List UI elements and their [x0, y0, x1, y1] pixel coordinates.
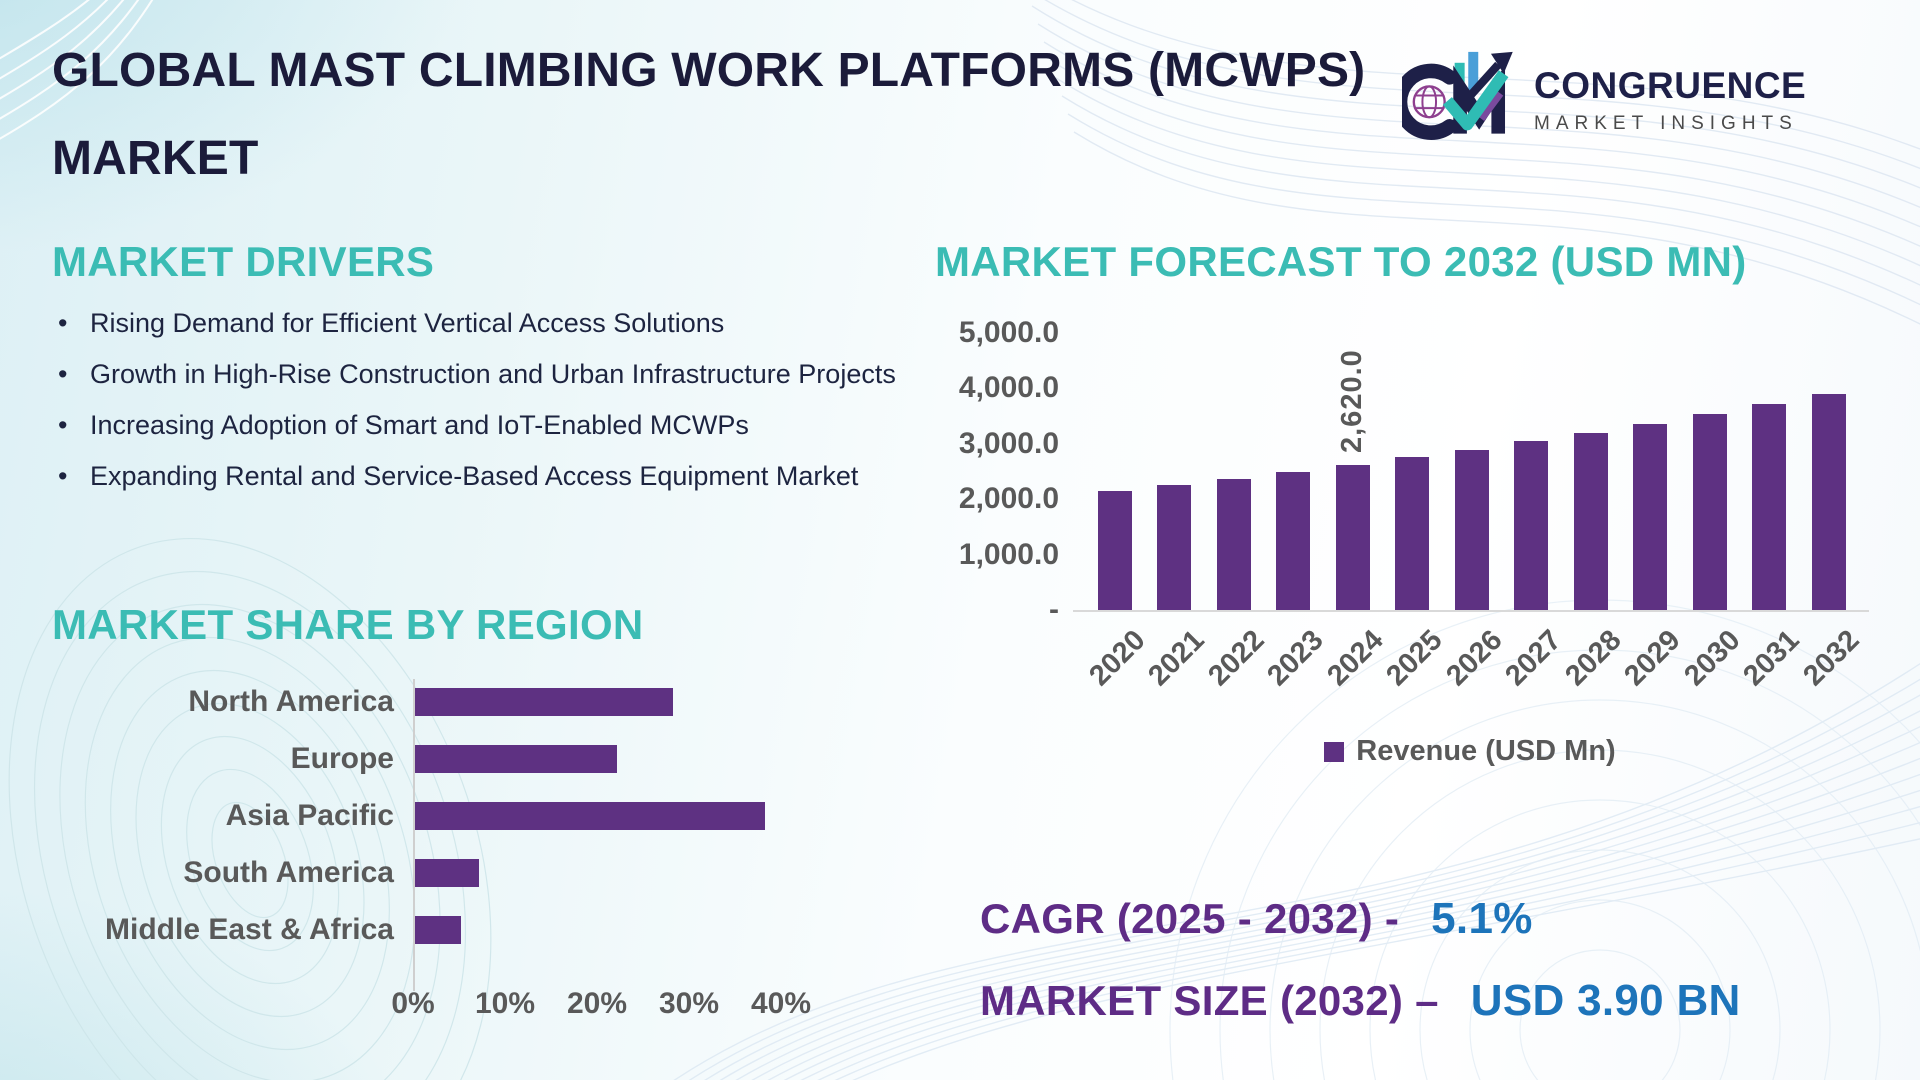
market-size-label: MARKET SIZE (2032) –	[980, 977, 1439, 1024]
page-title: GLOBAL MAST CLIMBING WORK PLATFORMS (MCW…	[52, 44, 1452, 186]
brand-logo-icon	[1402, 51, 1513, 140]
region-label-2: Asia Pacific	[225, 799, 394, 832]
forecast-ytick-4: 4,000.0	[958, 371, 1059, 405]
forecast-ytick-0: -	[1049, 593, 1059, 626]
region-xtick-3: 30%	[658, 987, 720, 1020]
forecast-bar-2031	[1752, 404, 1787, 610]
region-bar-4	[415, 916, 461, 944]
region-bar-3	[415, 859, 480, 887]
market-drivers-section: MARKET DRIVERS Rising Demand for Efficie…	[52, 238, 932, 618]
market-drivers-list: Rising Demand for Efficient Vertical Acc…	[52, 298, 908, 502]
market-size-line: MARKET SIZE (2032) – USD 3.90 BN	[980, 976, 1900, 1026]
region-bar-1	[415, 745, 618, 773]
region-xtick-2: 20%	[566, 987, 628, 1020]
forecast-bar-2020	[1097, 491, 1132, 610]
market-size-value: USD 3.90 BN	[1470, 976, 1741, 1025]
region-label-0: North America	[188, 685, 394, 718]
forecast-ytick-5: 5,000.0	[958, 316, 1059, 349]
driver-item-3: Increasing Adoption of Smart and IoT-Ena…	[52, 400, 908, 451]
page-title-line2: MARKET	[52, 131, 259, 185]
forecast-bar-2032	[1811, 393, 1846, 610]
region-bar-2	[415, 802, 765, 830]
cagr-value: 5.1%	[1431, 894, 1533, 943]
market-drivers-heading: MARKET DRIVERS	[52, 238, 435, 285]
region-bar-0	[415, 688, 673, 716]
forecast-section: MARKET FORECAST TO 2032 (USD MN) - 1,000.…	[935, 238, 1895, 818]
driver-item-2: Growth in High-Rise Construction and Urb…	[52, 349, 908, 400]
forecast-ytick-2: 2,000.0	[958, 482, 1059, 516]
forecast-bar-2028	[1573, 432, 1608, 610]
forecast-ytick-3: 3,000.0	[958, 426, 1059, 460]
wave-group	[673, 662, 1920, 1080]
region-label-1: Europe	[290, 742, 394, 775]
forecast-bar-2026	[1454, 449, 1489, 610]
brand-tagline: MARKET INSIGHTS	[1534, 113, 1798, 134]
forecast-legend: Revenue (USD Mn)	[1085, 735, 1855, 768]
forecast-bar-2021	[1157, 484, 1192, 610]
forecast-bar-2027	[1514, 441, 1549, 610]
wave-group	[8, 537, 492, 1080]
region-share-heading: MARKET SHARE BY REGION	[52, 601, 644, 648]
forecast-heading: MARKET FORECAST TO 2032 (USD MN)	[935, 238, 1747, 285]
driver-item-4: Expanding Rental and Service-Based Acces…	[52, 451, 908, 502]
region-axis-line	[413, 679, 415, 991]
forecast-bar-2024	[1335, 464, 1370, 610]
forecast-datalabel-2024: 2,620.0	[1335, 349, 1368, 453]
stats-section: CAGR (2025 - 2032) - 5.1% MARKET SIZE (2…	[980, 894, 1900, 1026]
wave-group	[0, 0, 154, 140]
forecast-bar-2022	[1216, 478, 1251, 610]
cagr-line: CAGR (2025 - 2032) - 5.1%	[980, 894, 1900, 944]
forecast-x-axis	[1073, 610, 1869, 612]
forecast-ytick-1: 1,000.0	[958, 537, 1059, 571]
region-share-section: MARKET SHARE BY REGION North America Euro…	[52, 601, 882, 1061]
forecast-bar-2025	[1395, 457, 1430, 610]
legend-label: Revenue (USD Mn)	[1356, 735, 1616, 767]
region-label-4: Middle East & Africa	[105, 913, 394, 946]
region-label-3: South America	[183, 856, 394, 889]
legend-swatch	[1324, 741, 1345, 762]
brand-logo: CONGRUENCE MARKET INSIGHTS	[1402, 40, 1892, 160]
brand-text: CONGRUENCE MARKET INSIGHTS	[1534, 65, 1806, 135]
wave-group	[1031, 0, 1920, 325]
forecast-bar-2029	[1633, 423, 1668, 610]
page-title-line1: GLOBAL MAST CLIMBING WORK PLATFORMS (MCW…	[52, 44, 1366, 97]
forecast-bar-2030	[1692, 414, 1727, 610]
region-xtick-0: 0%	[391, 987, 435, 1020]
cagr-label: CAGR (2025 - 2032) -	[980, 895, 1400, 942]
region-xtick-4: 40%	[750, 987, 812, 1020]
region-xtick-1: 10%	[474, 987, 536, 1020]
brand-name: CONGRUENCE	[1534, 65, 1807, 106]
forecast-bar-2023	[1276, 471, 1311, 610]
driver-item-1: Rising Demand for Efficient Vertical Acc…	[52, 298, 908, 349]
